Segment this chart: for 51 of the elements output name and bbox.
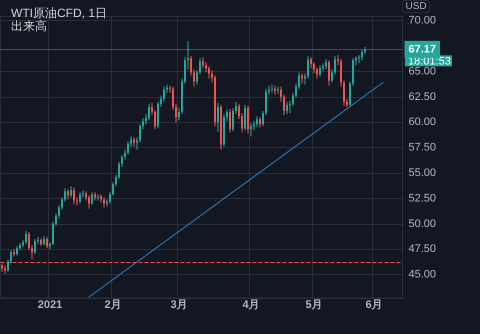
candlestick [319, 64, 321, 77]
ref-line-label: 67.17 [408, 43, 436, 56]
y-tick-label: 47.50 [408, 243, 436, 256]
candlestick [328, 60, 330, 86]
y-axis-title: USD [406, 1, 427, 12]
candlestick [91, 192, 93, 206]
candlestick [244, 104, 246, 131]
candlestick [43, 236, 45, 246]
candlestick [133, 136, 135, 148]
x-tick-label: 3月 [170, 299, 188, 311]
candlestick [247, 105, 249, 134]
candlestick [250, 122, 252, 137]
candlestick [70, 186, 72, 198]
x-tick-label: 2月 [104, 299, 122, 311]
candlestick [103, 196, 105, 208]
candlestick [202, 56, 204, 69]
x-tick-label: 5月 [305, 299, 323, 311]
x-tick-label: 6月 [365, 299, 383, 311]
y-tick-label: 70.00 [408, 14, 436, 27]
candlestick [148, 103, 150, 121]
chart-subtitle: 出来高 [11, 19, 47, 33]
candlestick [25, 230, 27, 245]
y-tick-label: 62.50 [408, 90, 436, 103]
candlestick [301, 72, 303, 84]
y-tick-label: 60.00 [408, 116, 436, 128]
candlestick [229, 108, 231, 133]
candlestick [259, 116, 261, 128]
y-tick-label: 50.00 [408, 218, 436, 230]
candlestick [256, 116, 258, 128]
candlestick [208, 66, 210, 79]
candlestick [34, 238, 36, 255]
y-tick-label: 65.00 [408, 65, 436, 78]
chart-title: WTI原油CFD, 1日 [11, 6, 107, 20]
candlestick [16, 246, 18, 256]
candlestick [325, 58, 327, 70]
y-tick-label: 45.00 [408, 268, 436, 281]
text: 18:01:53 [408, 55, 451, 68]
y-tick-label: 57.50 [408, 142, 436, 154]
candlestick [73, 186, 75, 206]
candlestick [361, 50, 363, 61]
y-tick-label: 52.50 [408, 192, 436, 204]
candlestick [217, 102, 219, 133]
candlestick [274, 85, 276, 96]
candlestick [79, 192, 81, 204]
candlestick [67, 188, 69, 200]
candlestick [88, 194, 90, 210]
x-tick-label: 4月 [242, 299, 260, 311]
x-tick-label: 2021 [38, 299, 62, 311]
candlestick [286, 101, 288, 115]
candlestick [46, 236, 48, 249]
y-tick-label: 55.00 [408, 167, 436, 179]
